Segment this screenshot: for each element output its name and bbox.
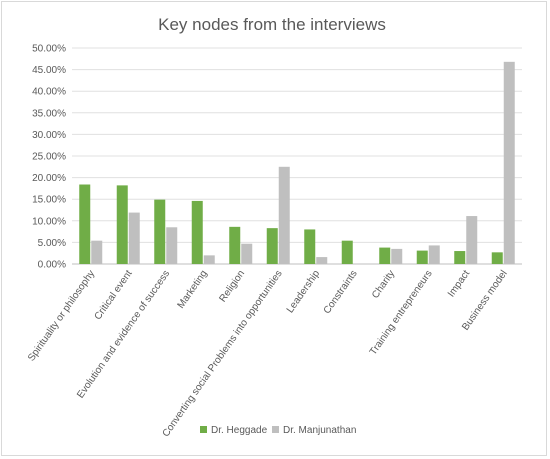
bar-manjunathan	[391, 248, 403, 264]
bar-heggade	[266, 228, 278, 264]
x-tick-label: Spirituality or philosophy	[26, 268, 97, 363]
bar-heggade	[491, 252, 503, 264]
gridlines	[72, 47, 522, 265]
x-tick-label: Critical event	[93, 268, 135, 322]
y-tick-label: 0.00%	[38, 260, 66, 271]
bars	[79, 61, 515, 264]
y-tick-label: 45.00%	[32, 65, 66, 76]
x-tick-label: Impact	[446, 268, 472, 299]
bar-manjunathan	[166, 227, 178, 264]
bar-manjunathan	[316, 257, 328, 264]
x-tick-label: Constraints	[322, 268, 360, 316]
bar-heggade	[304, 229, 316, 264]
y-tick-label: 30.00%	[32, 130, 66, 141]
x-tick-label: Charity	[370, 268, 397, 300]
y-tick-label: 35.00%	[32, 108, 66, 119]
bar-heggade	[116, 185, 128, 264]
y-tick-label: 5.00%	[38, 238, 66, 249]
y-tick-label: 40.00%	[32, 87, 66, 98]
x-tick-label: Leadership	[285, 268, 323, 315]
bar-manjunathan	[91, 240, 103, 264]
legend-swatch	[200, 426, 207, 433]
bar-heggade	[416, 250, 428, 264]
bar-heggade	[379, 247, 391, 264]
legend-label: Dr. Manjunathan	[283, 425, 356, 436]
y-tick-label: 10.00%	[32, 216, 66, 227]
y-axis: 0.00% 5.00% 10.00% 15.00% 20.00% 25.00% 30.00%…	[32, 44, 66, 271]
bar-manjunathan	[503, 61, 515, 264]
bar-heggade	[229, 226, 241, 264]
legend-label: Dr. Heggade	[211, 425, 268, 436]
bar-heggade	[79, 184, 91, 264]
bar-heggade	[454, 251, 466, 264]
bar-manjunathan	[241, 243, 253, 264]
legend-swatch	[272, 426, 279, 433]
bar-manjunathan	[466, 216, 478, 264]
y-tick-label: 25.00%	[32, 152, 66, 163]
bar-heggade	[341, 240, 353, 264]
bar-manjunathan	[128, 212, 140, 264]
bar-heggade	[191, 200, 203, 264]
chart-title: Key nodes from the interviews	[158, 15, 386, 34]
bar-manjunathan	[278, 166, 290, 264]
y-tick-label: 20.00%	[32, 173, 66, 184]
bar-heggade	[154, 199, 166, 264]
y-tick-label: 15.00%	[32, 195, 66, 206]
bar-manjunathan	[203, 255, 215, 264]
y-tick-label: 50.00%	[32, 44, 66, 55]
x-tick-label: Religion	[217, 268, 247, 304]
legend: Dr. Heggade Dr. Manjunathan	[200, 425, 356, 436]
x-tick-label: Marketing	[176, 268, 210, 310]
bar-manjunathan	[428, 245, 440, 264]
